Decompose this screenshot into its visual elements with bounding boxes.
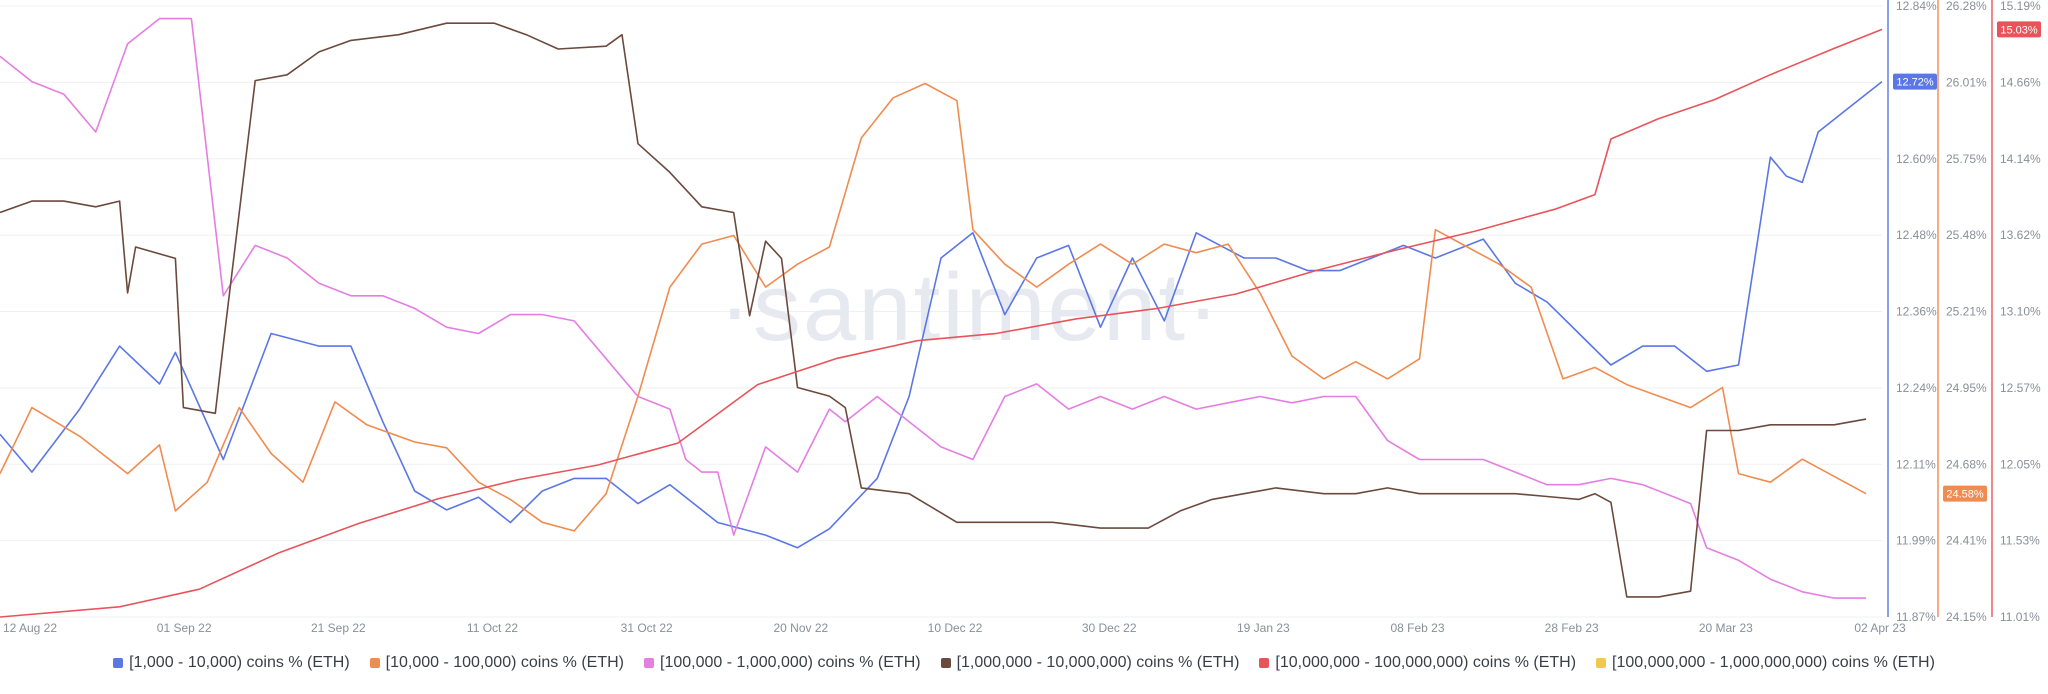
legend: [1,000 - 10,000) coins % (ETH) [10,000 - … [0,654,2048,672]
y-tick-label-blue: 12.84% [1896,0,1937,13]
legend-label: [100,000 - 1,000,000) coins % (ETH) [660,654,921,671]
y-tick-label-orange: 25.75% [1946,152,1987,166]
svg-text:15.03%: 15.03% [2000,24,2038,36]
y-tick-label-blue: 12.60% [1896,152,1937,166]
legend-swatch [369,658,380,668]
y-tick-label-red: 11.01% [2000,610,2040,624]
legend-swatch [644,658,654,668]
y-tick-label-orange: 24.68% [1946,457,1987,471]
legend-item-1[interactable]: [10,000 - 100,000) coins % (ETH) [369,654,624,672]
x-axis: 12 Aug 22 01 Sep 22 21 Sep 22 11 Oct 22 31 O… [3,621,1906,635]
y-tick-label-red: 15.19% [2000,0,2041,13]
y-tick-label-orange: 26.01% [1946,75,1987,89]
series-line-1 [0,82,1867,532]
legend-item-0[interactable]: [1,000 - 10,000) coins % (ETH) [113,654,350,672]
series-line-4 [0,28,1883,618]
y-tick-label-blue: 12.11% [1896,457,1936,471]
svg-text:12.72%: 12.72% [1896,77,1934,89]
value-badge-red: 15.03% [1997,21,2041,38]
y-tick-label-blue: 12.24% [1896,381,1937,395]
y-tick-label-blue: 11.99% [1896,534,1936,548]
y-tick-label-orange: 26.28% [1946,0,1987,13]
y-tick-label-red: 12.57% [2000,381,2041,395]
x-tick-label: 28 Feb 23 [1545,621,1599,635]
axes-layer: 12.84% 12.72% 12.60% 12.48% 12.36% 12.24% 12.1… [1887,0,2041,624]
line-chart: ·santiment· 12.84% 12.72% 12.60% 12.48% 12.3… [0,0,2041,635]
x-tick-label: 12 Aug 22 [3,621,57,635]
y-tick-label-orange: 24.15% [1946,610,1987,624]
y-tick-label-red: 14.66% [2000,75,2041,89]
y-tick-label-red: 12.05% [2000,457,2041,471]
series-line-2 [0,17,1867,599]
y-tick-label-blue: 12.48% [1896,228,1937,242]
legend-item-4[interactable]: [10,000,000 - 100,000,000) coins % (ETH) [1259,654,1576,672]
svg-text:24.58%: 24.58% [1946,489,1984,501]
y-tick-label-red: 13.62% [2000,228,2041,242]
x-tick-label: 30 Dec 22 [1082,621,1137,635]
x-tick-label: 11 Oct 22 [467,621,518,635]
legend-label: [10,000,000 - 100,000,000) coins % (ETH) [1275,654,1577,671]
y-tick-label-blue: 12.36% [1896,305,1937,319]
y-tick-label-orange: 24.41% [1946,534,1987,548]
value-badge-blue: 12.72% [1893,73,1937,90]
legend-swatch [1259,658,1270,668]
y-tick-label-orange: 25.48% [1946,228,1987,242]
x-tick-label: 10 Dec 22 [928,621,983,635]
y-tick-label-red: 13.10% [2000,305,2041,319]
legend-item-2[interactable]: [100,000 - 1,000,000) coins % (ETH) [644,654,921,672]
x-tick-label: 20 Mar 23 [1699,621,1753,635]
legend-label: [10,000 - 100,000) coins % (ETH) [385,654,624,671]
series-line-3 [0,22,1867,598]
legend-swatch [940,658,951,668]
x-tick-label: 08 Feb 23 [1390,621,1444,635]
x-tick-label: 20 Nov 22 [773,621,828,635]
y-tick-label-red: 11.53% [2000,534,2040,548]
x-tick-label: 19 Jan 23 [1237,621,1290,635]
legend-item-5[interactable]: [100,000,000 - 1,000,000,000) coins % (E… [1596,654,1935,672]
x-tick-label: 02 Apr 23 [1854,621,1906,635]
legend-swatch [1596,658,1607,668]
y-tick-label-orange: 24.95% [1946,381,1987,395]
legend-label: [100,000,000 - 1,000,000,000) coins % (E… [1612,654,1935,671]
x-tick-label: 01 Sep 22 [157,621,212,635]
legend-label: [1,000 - 10,000) coins % (ETH) [129,654,350,671]
legend-item-3[interactable]: [1,000,000 - 10,000,000) coins % (ETH) [940,654,1240,672]
value-badge-orange: 24.58% [1943,485,1987,502]
series-line-0 [0,80,1883,549]
santiment-watermark: ·santiment· [719,254,1221,361]
y-tick-label-orange: 25.21% [1946,305,1987,319]
y-tick-label-blue: 11.87% [1896,610,1936,624]
y-tick-label-red: 14.14% [2000,152,2041,166]
legend-label: [1,000,000 - 10,000,000) coins % (ETH) [956,654,1240,671]
x-tick-label: 21 Sep 22 [311,621,366,635]
legend-swatch [113,658,124,668]
grid-layer [0,5,1882,618]
x-tick-label: 31 Oct 22 [621,621,673,635]
series-layer [0,17,1883,618]
